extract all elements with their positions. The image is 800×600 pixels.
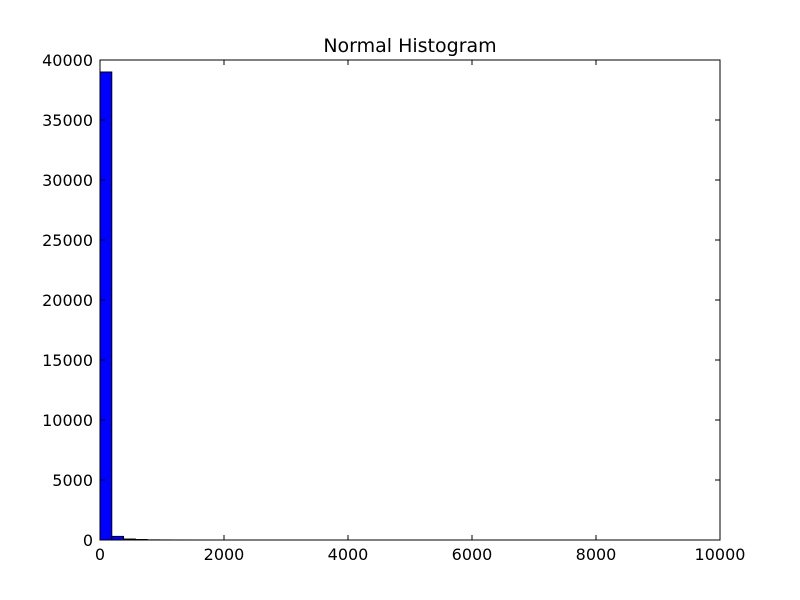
y-tick-label: 0 xyxy=(83,531,93,550)
ticks-layer: 0 2000 4000 6000 8000 10000 0 5000 10000 15000 200… xyxy=(42,51,745,564)
x-tick-label: 2000 xyxy=(204,545,245,564)
y-tick-label: 35000 xyxy=(42,111,93,130)
y-tick-label: 40000 xyxy=(42,51,93,70)
y-tick-label: 10000 xyxy=(42,411,93,430)
chart-title: Normal Histogram xyxy=(323,35,496,57)
plot-frame xyxy=(99,59,721,541)
x-tick-label: 4000 xyxy=(328,545,369,564)
x-tick-label: 6000 xyxy=(452,545,493,564)
x-tick-label: 0 xyxy=(95,545,105,564)
y-tick-label: 25000 xyxy=(42,231,93,250)
histogram-bar xyxy=(99,71,113,541)
y-tick-label: 20000 xyxy=(42,291,93,310)
y-tick-label: 30000 xyxy=(42,171,93,190)
x-tick-label: 10000 xyxy=(695,545,746,564)
histogram-bar xyxy=(111,535,125,541)
x-tick-label: 8000 xyxy=(576,545,617,564)
y-tick-label: 15000 xyxy=(42,351,93,370)
y-tick-label: 5000 xyxy=(52,471,93,490)
